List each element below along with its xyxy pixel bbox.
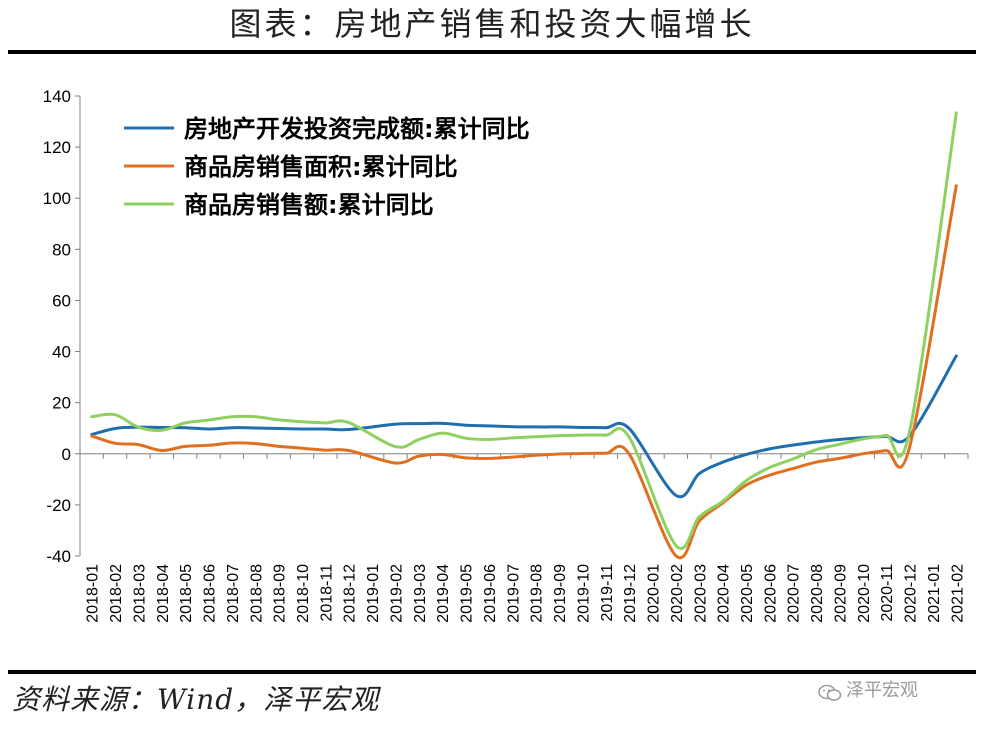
x-tick-label: 2018-10 [295,564,312,623]
x-tick-label: 2018-05 [178,564,195,623]
x-tick-label: 2018-09 [272,564,289,623]
y-tick-label: 0 [62,445,71,464]
x-tick-label: 2018-01 [85,564,102,623]
x-tick-label: 2019-08 [529,564,546,623]
series-line-1 [90,354,958,499]
y-tick-label: -40 [46,547,71,566]
y-tick-label: 100 [43,189,71,208]
x-tick-label: 2020-09 [832,564,849,623]
x-tick-label: 2018-08 [248,564,265,623]
x-tick-label: 2018-12 [342,564,359,623]
x-tick-label: 2020-04 [716,564,733,623]
page-title: 图表：房地产销售和投资大幅增长 [229,5,755,43]
x-tick-label: 2018-06 [202,564,219,623]
legend-label-3: 商品房销售额:累计同比 [184,191,434,219]
x-tick-label: 2019-02 [388,564,405,623]
x-tick-label: 2019-07 [505,564,522,623]
x-tick-label: 2019-05 [459,564,476,623]
bottom-rule [8,670,976,674]
watermark: 泽平宏观 [818,676,918,706]
x-tick-label: 2018-07 [225,564,242,623]
y-tick-label: 80 [52,240,71,259]
y-tick-label: 60 [52,291,71,310]
x-tick-label: 2020-06 [762,564,779,623]
legend-label-1: 房地产开发投资完成额:累计同比 [184,115,530,143]
x-tick-label: 2020-10 [856,564,873,623]
x-tick-label: 2019-06 [482,564,499,623]
x-tick-label: 2020-08 [809,564,826,623]
series-line-2 [90,184,958,560]
x-tick-label: 2019-03 [412,564,429,623]
top-rule [8,50,976,54]
x-tick-label: 2020-11 [879,564,896,622]
x-tick-label: 2019-09 [552,564,569,623]
x-tick-label: 2020-05 [739,564,756,623]
x-tick-label: 2021-02 [949,564,966,623]
x-tick-label: 2020-12 [903,564,920,623]
series-line-3 [90,111,958,550]
x-tick-label: 2020-01 [646,564,663,623]
line-chart: -40 -20 0 20 40 60 80 100 120 140 2018-01 2018-02 20… [43,87,969,623]
x-tick-label: 2019-01 [365,564,382,623]
wechat-icon [818,682,842,701]
legend-label-2: 商品房销售面积:累计同比 [184,153,458,181]
x-tick-label: 2019-10 [575,564,592,623]
y-tick-label: 40 [52,343,71,362]
x-tick-label: 2019-11 [599,564,616,622]
x-tick-label: 2018-03 [131,564,148,623]
source-note: 资料来源：Wind，泽平宏观 [12,683,380,716]
y-tick-label: 20 [52,394,71,413]
x-tick-label: 2019-04 [435,564,452,623]
y-tick-label: 120 [43,138,71,157]
y-tick-label: 140 [43,87,71,106]
x-tick-label: 2020-03 [692,564,709,623]
x-tick-label: 2020-07 [786,564,803,623]
x-tick-label: 2019-12 [622,564,639,623]
x-tick-label: 2020-02 [669,564,686,623]
x-tick-label: 2021-01 [926,564,943,623]
watermark-text: 泽平宏观 [846,680,918,701]
y-tick-label: -20 [46,496,71,515]
x-tick-label: 2018-02 [108,564,125,623]
x-tick-label: 2018-04 [155,564,172,623]
x-tick-label: 2018-11 [318,564,335,622]
